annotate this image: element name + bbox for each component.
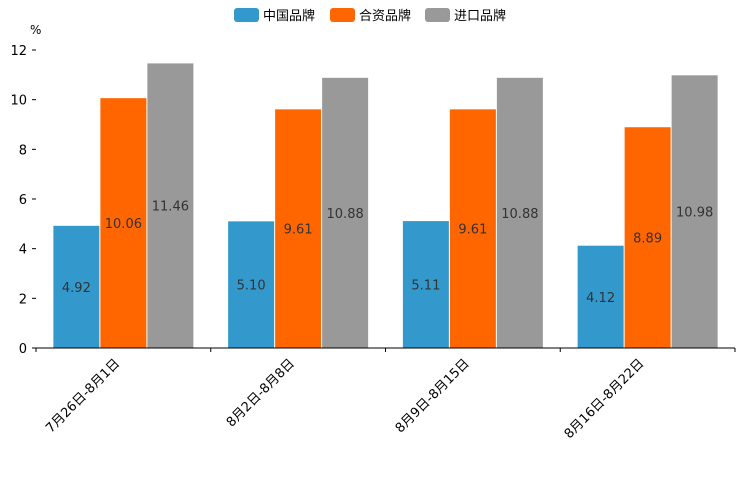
y-axis-ticks: 0 2 4 6 8 10 12 bbox=[10, 44, 36, 357]
value-labels: 4.92 10.06 11.46 5.10 9.61 10.88 5.11 9.61 10.88… bbox=[62, 200, 713, 306]
value-label-3-4: 10.98 bbox=[676, 206, 713, 221]
bar-3-3 bbox=[496, 77, 543, 349]
y-tick-label: 8 bbox=[19, 143, 27, 158]
bar-2-4 bbox=[624, 127, 671, 349]
category-label-3: 8月9日-8月15日 bbox=[393, 356, 473, 436]
bar-3-1 bbox=[147, 63, 194, 348]
bar-3-4 bbox=[671, 75, 718, 348]
value-label-1-3: 5.11 bbox=[411, 279, 440, 294]
value-label-2-2: 9.61 bbox=[284, 223, 313, 238]
x-axis-ticks bbox=[35, 348, 736, 352]
value-label-1-4: 4.12 bbox=[586, 291, 615, 306]
category-labels: 7月26日-8月1日 8月2日-8月8日 8月9日-8月15日 8月16日-8月22日 bbox=[43, 356, 647, 442]
legend: 中国品牌 合资品牌 进口品牌 bbox=[234, 8, 506, 24]
bar-2-3 bbox=[449, 109, 496, 348]
legend-label-1: 中国品牌 bbox=[263, 8, 315, 24]
bar-2-1 bbox=[100, 98, 147, 348]
value-label-1-1: 4.92 bbox=[62, 281, 91, 296]
category-label-2: 8月2日-8月8日 bbox=[224, 356, 298, 430]
bar-1-4 bbox=[577, 245, 624, 348]
legend-label-3: 进口品牌 bbox=[454, 8, 506, 24]
value-label-3-1: 11.46 bbox=[152, 200, 189, 215]
value-label-2-1: 10.06 bbox=[105, 217, 142, 232]
value-label-3-3: 10.88 bbox=[501, 207, 538, 222]
category-label-4: 8月16日-8月22日 bbox=[562, 356, 648, 442]
legend-swatch-1 bbox=[234, 8, 259, 22]
legend-swatch-2 bbox=[330, 8, 355, 22]
y-tick-label: 0 bbox=[19, 342, 27, 357]
value-label-3-2: 10.88 bbox=[327, 207, 364, 222]
bar-2-2 bbox=[275, 109, 322, 348]
value-label-2-3: 9.61 bbox=[458, 223, 487, 238]
y-axis-unit-label: % bbox=[30, 23, 41, 37]
y-tick-label: 10 bbox=[10, 94, 27, 109]
bars bbox=[53, 63, 718, 349]
y-tick-label: 4 bbox=[19, 243, 27, 258]
legend-label-2: 合资品牌 bbox=[359, 8, 411, 24]
y-tick-label: 2 bbox=[19, 292, 27, 307]
category-label-1: 7月26日-8月1日 bbox=[43, 356, 123, 436]
bar-1-2 bbox=[228, 221, 275, 348]
bar-1-3 bbox=[402, 221, 449, 348]
y-tick-label: 12 bbox=[10, 44, 27, 59]
bar-3-2 bbox=[322, 77, 369, 349]
value-label-2-4: 8.89 bbox=[633, 232, 662, 247]
legend-swatch-3 bbox=[425, 8, 450, 22]
y-tick-label: 6 bbox=[19, 193, 27, 208]
value-label-1-2: 5.10 bbox=[237, 279, 266, 294]
bar-1-1 bbox=[53, 225, 100, 348]
